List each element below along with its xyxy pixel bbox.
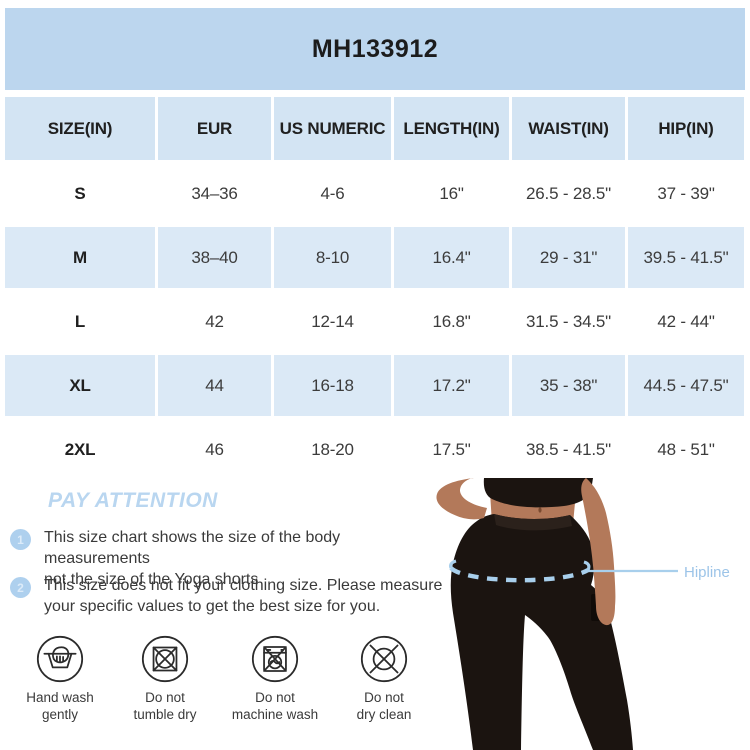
do-not-tumble-dry-icon bbox=[141, 635, 189, 683]
care-item-do-not-tumble-dry: Do not tumble dry bbox=[105, 634, 225, 723]
table-row-l-size: L bbox=[5, 291, 155, 352]
care-label: Hand wash gently bbox=[26, 690, 94, 722]
table-row-s-eur: 34–36 bbox=[158, 163, 271, 224]
col-header-hip: HIP(IN) bbox=[628, 97, 744, 160]
table-row-2xl-us: 18-20 bbox=[274, 419, 391, 480]
care-item-do-not-machine-wash: Do not machine wash bbox=[215, 634, 335, 723]
note-number-badge: 1 bbox=[10, 529, 31, 550]
hipline-ellipse-end-right bbox=[583, 560, 591, 571]
table-row-xl-waist: 35 - 38" bbox=[512, 355, 625, 416]
table-row-xl-length: 17.2" bbox=[394, 355, 509, 416]
product-code: MH133912 bbox=[311, 34, 439, 63]
table-row-m-eur: 38–40 bbox=[158, 227, 271, 288]
care-item-do-not-dry-clean: Do not dry clean bbox=[324, 634, 444, 723]
model-left-arm bbox=[436, 478, 487, 520]
table-row-2xl-hip: 48 - 51" bbox=[628, 419, 744, 480]
care-label: Do not machine wash bbox=[231, 690, 319, 722]
size-table: SIZE(IN) EUR US NUMERIC LENGTH(IN) WAIST… bbox=[5, 97, 745, 480]
table-row-2xl-waist: 38.5 - 41.5" bbox=[512, 419, 625, 480]
table-row-m-hip: 39.5 - 41.5" bbox=[628, 227, 744, 288]
table-row-l-us: 12-14 bbox=[274, 291, 391, 352]
col-header-us: US NUMERIC bbox=[274, 97, 391, 160]
table-row-m-waist: 29 - 31" bbox=[512, 227, 625, 288]
table-row-s-hip: 37 - 39" bbox=[628, 163, 744, 224]
pay-attention-heading: PAY ATTENTION bbox=[48, 489, 218, 512]
do-not-machine-wash-icon bbox=[251, 635, 299, 683]
care-item-hand-wash: Hand wash gently bbox=[0, 634, 120, 723]
table-row-m-size: M bbox=[5, 227, 155, 288]
hand-wash-icon bbox=[36, 635, 84, 683]
table-row-s-waist: 26.5 - 28.5" bbox=[512, 163, 625, 224]
table-row-s-size: S bbox=[5, 163, 155, 224]
table-row-m-us: 8-10 bbox=[274, 227, 391, 288]
table-row-m-length: 16.4" bbox=[394, 227, 509, 288]
do-not-dry-clean-icon bbox=[360, 635, 408, 683]
hipline-dashed-ellipse bbox=[449, 566, 590, 583]
table-row-2xl-length: 17.5" bbox=[394, 419, 509, 480]
note-text: This size does not fit your clothing siz… bbox=[44, 577, 443, 615]
note-text: This size chart shows the size of the bo… bbox=[44, 529, 341, 588]
table-row-l-hip: 42 - 44" bbox=[628, 291, 744, 352]
care-label: Do not tumble dry bbox=[133, 690, 197, 722]
table-row-xl-hip: 44.5 - 47.5" bbox=[628, 355, 744, 416]
table-row-2xl-size: 2XL bbox=[5, 419, 155, 480]
col-header-eur: EUR bbox=[158, 97, 271, 160]
table-row-xl-us: 16-18 bbox=[274, 355, 391, 416]
model-right-arm bbox=[581, 478, 616, 626]
model-photo bbox=[436, 478, 678, 750]
col-header-waist: WAIST(IN) bbox=[512, 97, 625, 160]
leggings-waistband bbox=[494, 514, 572, 531]
table-row-l-length: 16.8" bbox=[394, 291, 509, 352]
table-row-s-length: 16" bbox=[394, 163, 509, 224]
col-header-size: SIZE(IN) bbox=[5, 97, 155, 160]
model-crop-top bbox=[483, 478, 593, 508]
col-header-length: LENGTH(IN) bbox=[394, 97, 509, 160]
note-number-badge: 2 bbox=[10, 577, 31, 598]
table-row-xl-size: XL bbox=[5, 355, 155, 416]
table-row-l-eur: 42 bbox=[158, 291, 271, 352]
model-leggings bbox=[450, 514, 633, 750]
attention-note-1: 1 This size chart shows the size of the … bbox=[10, 527, 450, 590]
table-row-s-us: 4-6 bbox=[274, 163, 391, 224]
attention-note-2: 2 This size does not fit your clothing s… bbox=[10, 575, 450, 617]
hipline-label: Hipline bbox=[684, 564, 730, 581]
care-label: Do not dry clean bbox=[356, 690, 412, 722]
table-row-xl-eur: 44 bbox=[158, 355, 271, 416]
table-row-l-waist: 31.5 - 34.5" bbox=[512, 291, 625, 352]
product-title-bar: MH133912 bbox=[5, 8, 745, 90]
table-row-2xl-eur: 46 bbox=[158, 419, 271, 480]
model-navel bbox=[538, 507, 542, 513]
hipline-ellipse-end-left bbox=[448, 559, 457, 569]
